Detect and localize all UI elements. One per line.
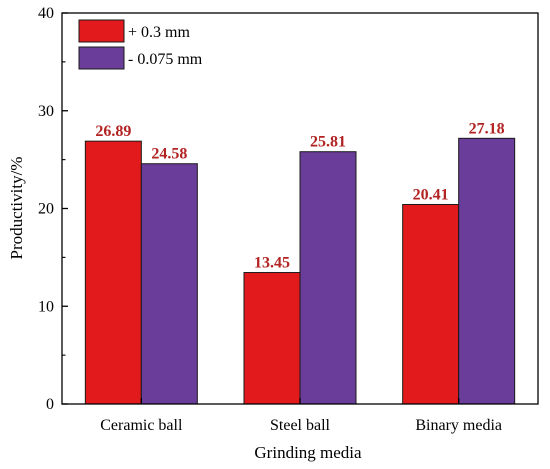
legend-label: + 0.3 mm [128,24,190,41]
x-tick-label: Ceramic ball [100,417,183,434]
bar-steel-ball-series-2 [299,151,357,405]
y-tick-label: 30 [38,103,54,120]
x-axis-title: Grinding media [254,443,362,462]
bar-steel-ball-series-1 [243,272,301,405]
data-label: 13.45 [254,255,290,272]
x-tick-label: Binary media [415,417,502,434]
y-tick-label: 0 [46,396,54,413]
y-tick-label: 10 [38,298,54,315]
bar-binary-media-series-1 [402,203,460,405]
legend-swatch-series-2 [78,46,125,70]
legend: + 0.3 mm - 0.075 mm [78,19,203,70]
data-label: 24.58 [151,146,187,163]
data-label: 26.89 [95,123,131,140]
bar-binary-media-series-2 [458,137,516,405]
plot-area: 26.89 24.58 13.45 25.81 20.41 27.18 [84,120,516,405]
bar-ceramic-ball-series-2 [140,163,198,405]
legend-label: - 0.075 mm [128,51,203,68]
data-label: 25.81 [310,134,346,151]
y-axis-title: Productivity/% [7,157,26,260]
x-tick-label: Steel ball [270,417,331,434]
y-tick-label: 20 [38,201,54,218]
axes: 0 10 20 30 40 Ceramic ball Steel ball Binary me… [38,5,539,434]
bar-ceramic-ball-series-1 [84,140,142,405]
legend-swatch-series-1 [78,19,125,43]
data-label: 27.18 [469,120,505,137]
data-label: 20.41 [413,186,449,203]
y-tick-label: 40 [38,5,54,22]
